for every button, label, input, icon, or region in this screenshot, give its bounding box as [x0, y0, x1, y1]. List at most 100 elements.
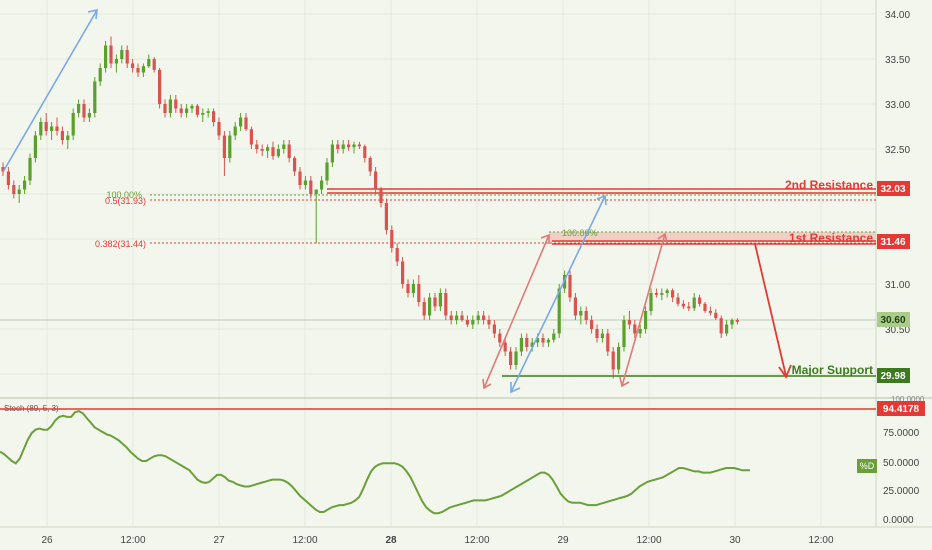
- candle-body: [212, 111, 216, 122]
- candle-body: [627, 320, 631, 325]
- candle-body: [147, 59, 151, 67]
- candle-body: [136, 68, 140, 73]
- candle-body: [330, 144, 334, 163]
- candle-body: [303, 180, 307, 185]
- candle-body: [17, 189, 21, 194]
- candle-body: [665, 290, 669, 293]
- candle-body: [698, 297, 702, 304]
- candle-body: [573, 297, 577, 316]
- red-arrow-2: [621, 233, 666, 387]
- candle-body: [460, 315, 464, 320]
- candle-body: [44, 122, 48, 131]
- candle-body: [546, 339, 550, 343]
- candle-body: [347, 144, 351, 148]
- candle-body: [55, 126, 59, 131]
- candle-body: [266, 147, 270, 151]
- candle-body: [93, 81, 97, 113]
- price-tick: 31.00: [885, 280, 910, 291]
- candle-body: [1, 167, 5, 172]
- candle-body: [471, 320, 475, 325]
- candle-body: [87, 113, 91, 118]
- candle-body: [411, 284, 415, 293]
- candle-body: [82, 104, 86, 118]
- candle-body: [525, 338, 529, 347]
- candle-body: [131, 63, 135, 68]
- time-tick: 12:00: [464, 535, 489, 546]
- candle-body: [320, 180, 324, 190]
- candle-body: [379, 189, 383, 203]
- candle-body: [141, 66, 145, 73]
- fib-label-left-50: 0.5(31.93): [105, 196, 146, 206]
- candle-body: [557, 288, 561, 334]
- candle-body: [633, 324, 637, 334]
- candle-body: [293, 158, 297, 172]
- candle-body: [503, 342, 507, 352]
- stoch-series-badge: [857, 459, 877, 473]
- candle-body: [60, 131, 64, 140]
- time-tick: 12:00: [120, 535, 145, 546]
- candle-body: [33, 135, 37, 158]
- candle-body: [66, 135, 70, 140]
- resistance2-text: 2nd Resistance: [785, 178, 873, 192]
- candle-body: [282, 144, 286, 149]
- candle-body: [438, 293, 442, 307]
- resistance1-text: 1st Resistance: [789, 231, 873, 245]
- candle-body: [206, 111, 210, 113]
- candle-body: [600, 333, 604, 338]
- fib-zone-1st-resistance: [549, 232, 876, 242]
- resistance2-badge: [877, 181, 910, 196]
- candle-body: [401, 261, 405, 284]
- candle-body: [617, 347, 621, 370]
- candle-body: [195, 105, 199, 115]
- candle-body: [363, 146, 367, 158]
- fib-label-right-100: 100.00%: [562, 228, 598, 238]
- candle-body: [692, 297, 696, 309]
- candle-body: [433, 297, 437, 307]
- candle-body: [514, 351, 518, 365]
- candle-body: [352, 144, 356, 148]
- stoch-value: 94.4178: [883, 404, 920, 415]
- candle-body: [611, 351, 615, 370]
- resistance1-line: [552, 240, 876, 245]
- candle-body: [71, 113, 75, 136]
- candle-body: [298, 171, 302, 185]
- candle-body: [579, 311, 583, 316]
- candle-body: [519, 338, 523, 352]
- stoch-series-label: %D: [860, 461, 875, 471]
- candle-body: [654, 293, 658, 295]
- candle-body: [417, 284, 421, 302]
- candle-body: [341, 144, 345, 149]
- candle-body: [336, 144, 340, 149]
- stoch-tick: 25.0000: [883, 486, 920, 497]
- candle-body: [476, 315, 480, 320]
- candle-body: [174, 99, 178, 109]
- stoch-tick: 75.0000: [883, 428, 920, 439]
- stoch-tick: 0.0000: [883, 515, 914, 526]
- candle-body: [109, 45, 113, 64]
- candle-body: [190, 105, 194, 109]
- candle-body: [50, 126, 54, 131]
- candle-body: [395, 248, 399, 262]
- candle-body: [357, 144, 361, 147]
- candle-body: [676, 297, 680, 304]
- candle-body: [260, 149, 264, 151]
- time-tick: 26: [41, 535, 53, 546]
- time-tick: 12:00: [292, 535, 317, 546]
- candle-body: [271, 147, 275, 157]
- candle-body: [622, 320, 626, 347]
- candle-body: [444, 293, 448, 316]
- candle-body: [163, 104, 167, 113]
- candle-body: [465, 320, 469, 325]
- candle-body: [541, 338, 545, 343]
- candle-body: [730, 320, 734, 325]
- candle-body: [152, 59, 156, 70]
- candle-body: [455, 315, 459, 320]
- time-axis: 26 12:00 27 12:00 28 12:00 29 12:00 30 1…: [41, 535, 834, 546]
- candle-body: [125, 50, 129, 64]
- candle-body: [6, 171, 10, 185]
- candle-body: [239, 117, 243, 127]
- candle-body: [482, 315, 486, 320]
- candle-body: [595, 329, 599, 338]
